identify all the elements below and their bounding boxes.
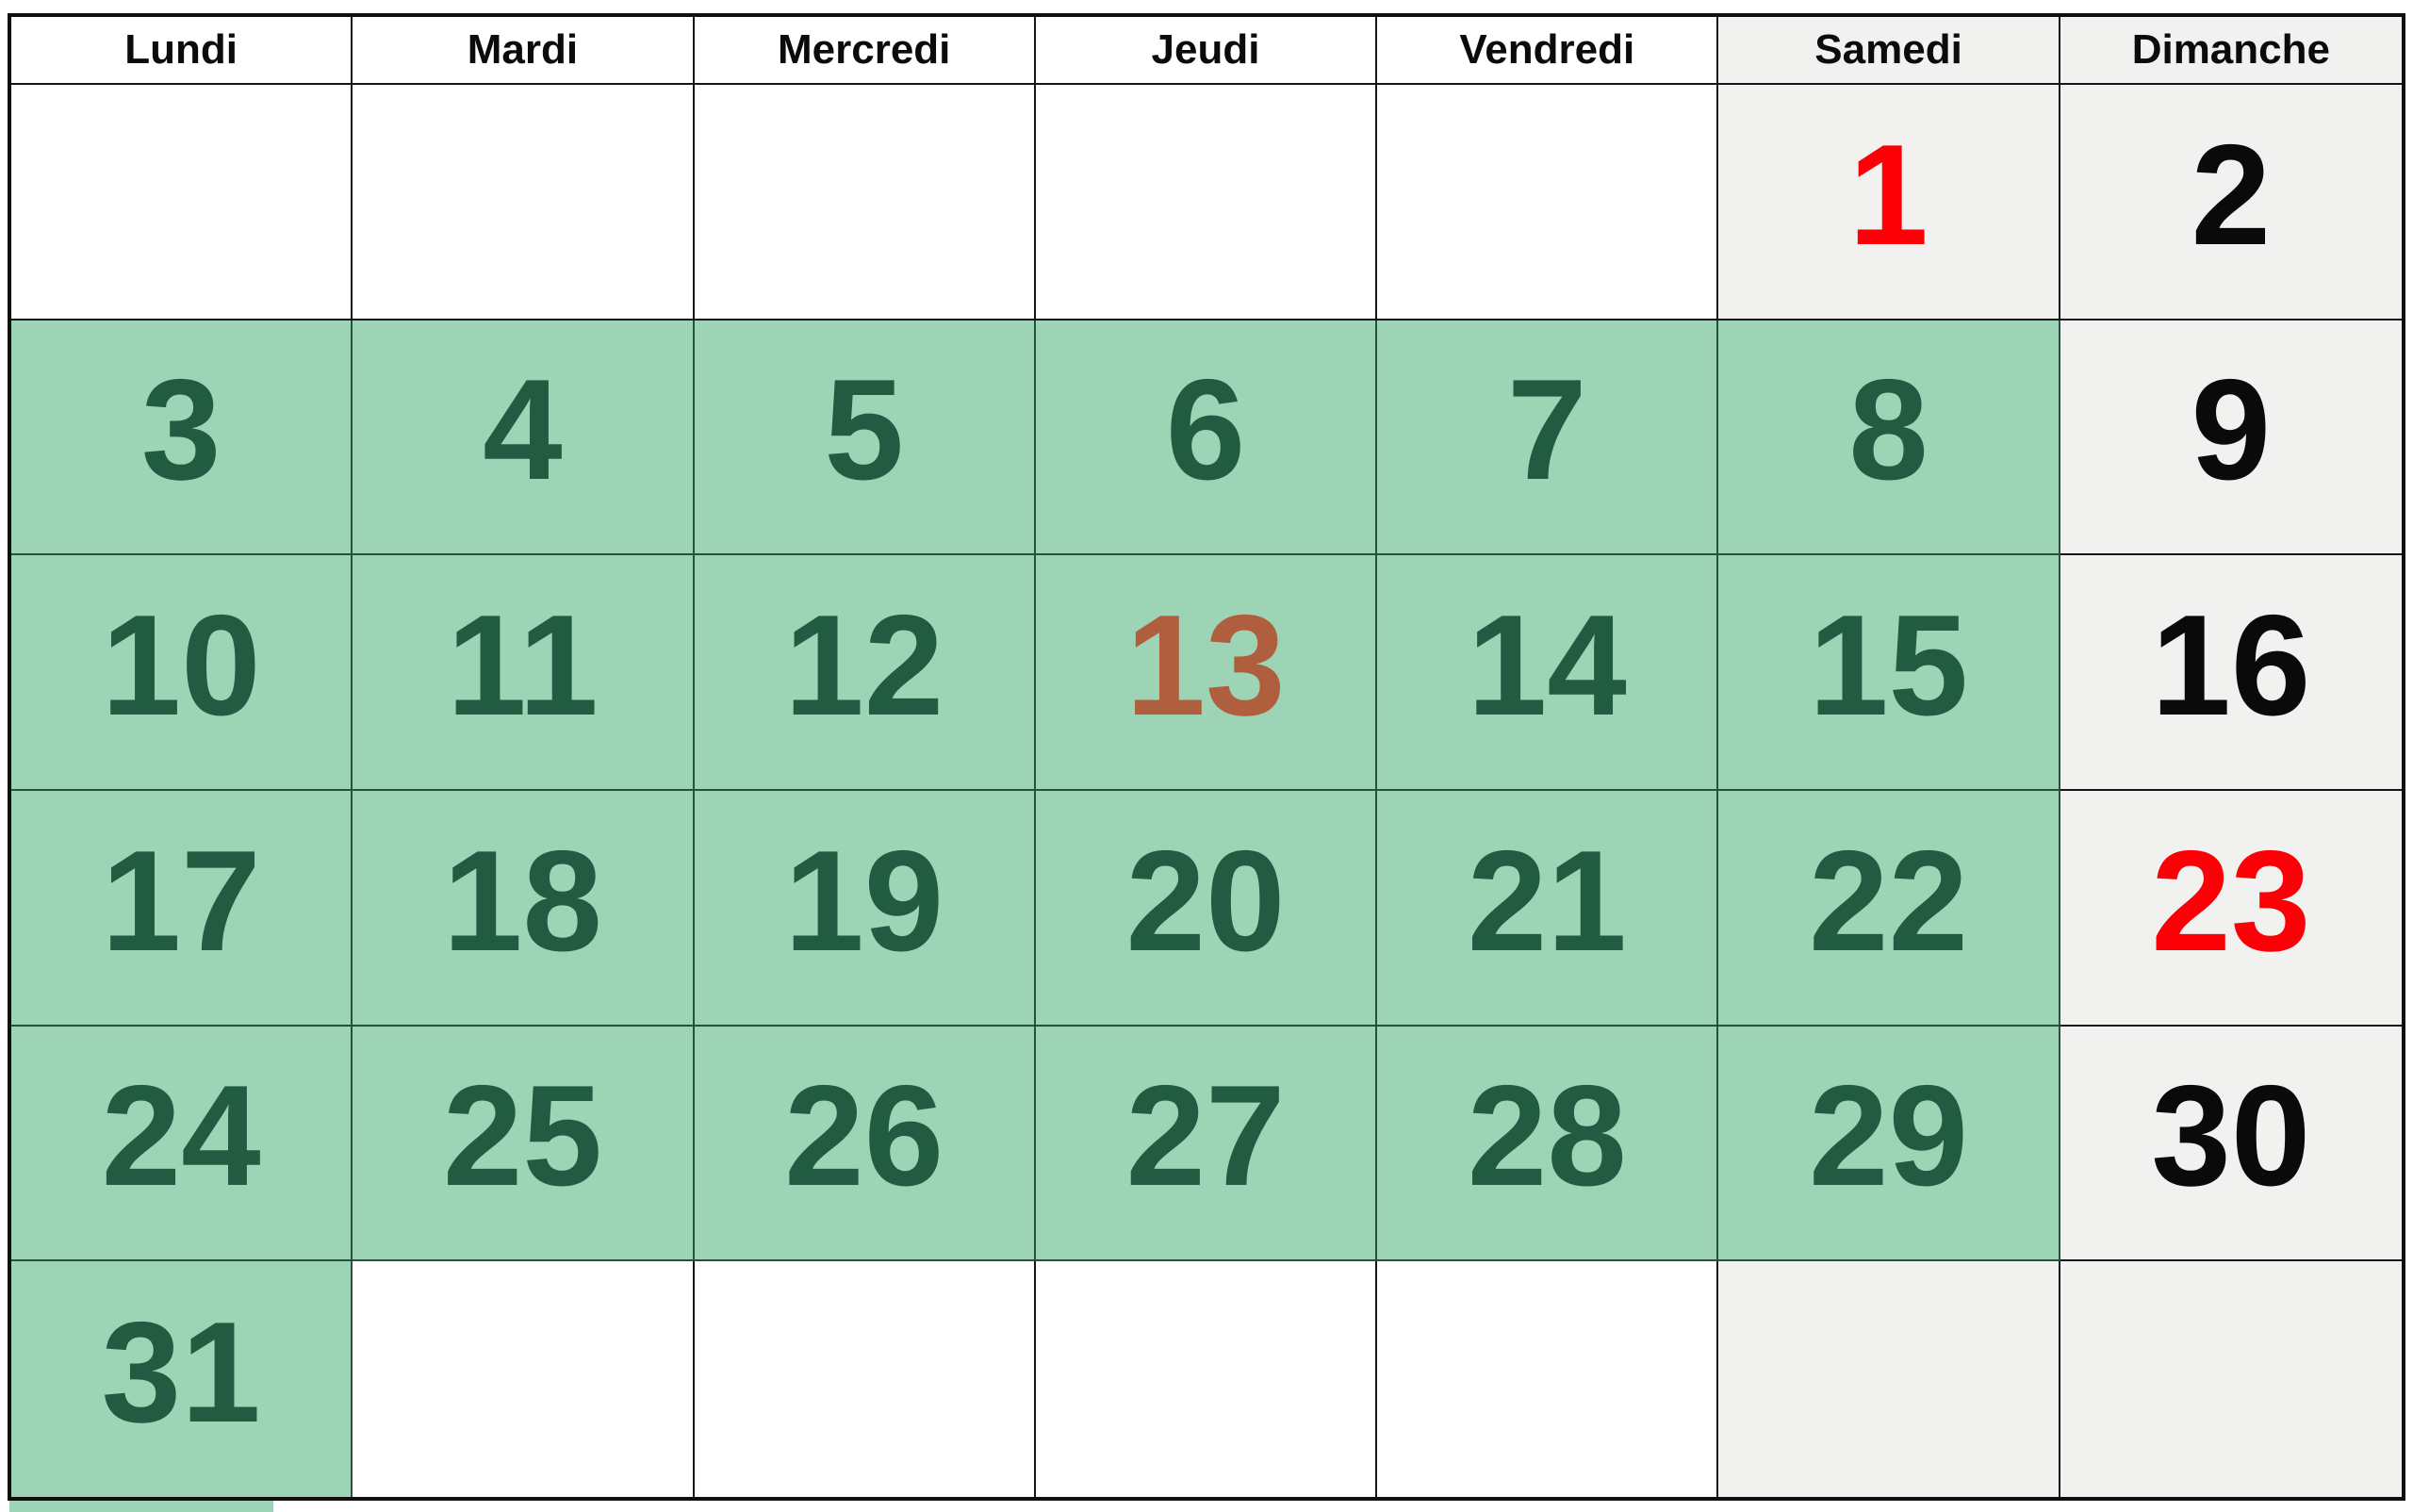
empty-cell	[694, 1261, 1036, 1497]
day-header-mercredi: Mercredi	[694, 17, 1036, 85]
empty-cell	[353, 85, 695, 320]
day-header-lundi: Lundi	[11, 17, 353, 85]
day-cell-6: 6	[1035, 320, 1378, 556]
day-header-vendredi: Vendredi	[1377, 17, 1719, 85]
empty-cell	[1035, 85, 1378, 320]
empty-cell	[353, 1261, 695, 1497]
day-cell-27: 27	[1035, 1026, 1378, 1262]
empty-cell	[1035, 1261, 1378, 1497]
day-cell-22: 22	[1718, 791, 2060, 1027]
day-header-samedi: Samedi	[1718, 17, 2060, 85]
empty-cell	[1377, 1261, 1719, 1497]
day-cell-4: 4	[353, 320, 695, 556]
empty-cell	[1718, 1261, 2060, 1497]
day-cell-20: 20	[1035, 791, 1378, 1027]
day-cell-2: 2	[2060, 85, 2402, 320]
day-cell-31: 31	[11, 1261, 353, 1497]
day-cell-11: 11	[353, 555, 695, 791]
empty-cell	[694, 85, 1036, 320]
day-cell-26: 26	[694, 1026, 1036, 1262]
day-cell-13: 13	[1035, 555, 1378, 791]
day-cell-15: 15	[1718, 555, 2060, 791]
day-cell-30: 30	[2060, 1026, 2402, 1262]
day-cell-16: 16	[2060, 555, 2402, 791]
day-cell-1: 1	[1718, 85, 2060, 320]
day-cell-7: 7	[1377, 320, 1719, 556]
day-cell-17: 17	[11, 791, 353, 1027]
day-cell-5: 5	[694, 320, 1036, 556]
day-cell-21: 21	[1377, 791, 1719, 1027]
empty-cell	[11, 85, 353, 320]
day-cell-19: 19	[694, 791, 1036, 1027]
day-cell-9: 9	[2060, 320, 2402, 556]
calendar-grid: Lundi Mardi Mercredi Jeudi Vendredi Same…	[8, 13, 2405, 1501]
green-overflow-artifact	[9, 1501, 273, 1512]
empty-cell	[1377, 85, 1719, 320]
day-cell-23: 23	[2060, 791, 2402, 1027]
day-cell-8: 8	[1718, 320, 2060, 556]
day-cell-3: 3	[11, 320, 353, 556]
day-header-mardi: Mardi	[353, 17, 695, 85]
day-cell-12: 12	[694, 555, 1036, 791]
day-cell-25: 25	[353, 1026, 695, 1262]
day-cell-28: 28	[1377, 1026, 1719, 1262]
day-cell-18: 18	[353, 791, 695, 1027]
day-cell-14: 14	[1377, 555, 1719, 791]
day-cell-29: 29	[1718, 1026, 2060, 1262]
day-cell-10: 10	[11, 555, 353, 791]
day-cell-24: 24	[11, 1026, 353, 1262]
day-header-dimanche: Dimanche	[2060, 17, 2402, 85]
empty-cell	[2060, 1261, 2402, 1497]
day-header-jeudi: Jeudi	[1035, 17, 1378, 85]
